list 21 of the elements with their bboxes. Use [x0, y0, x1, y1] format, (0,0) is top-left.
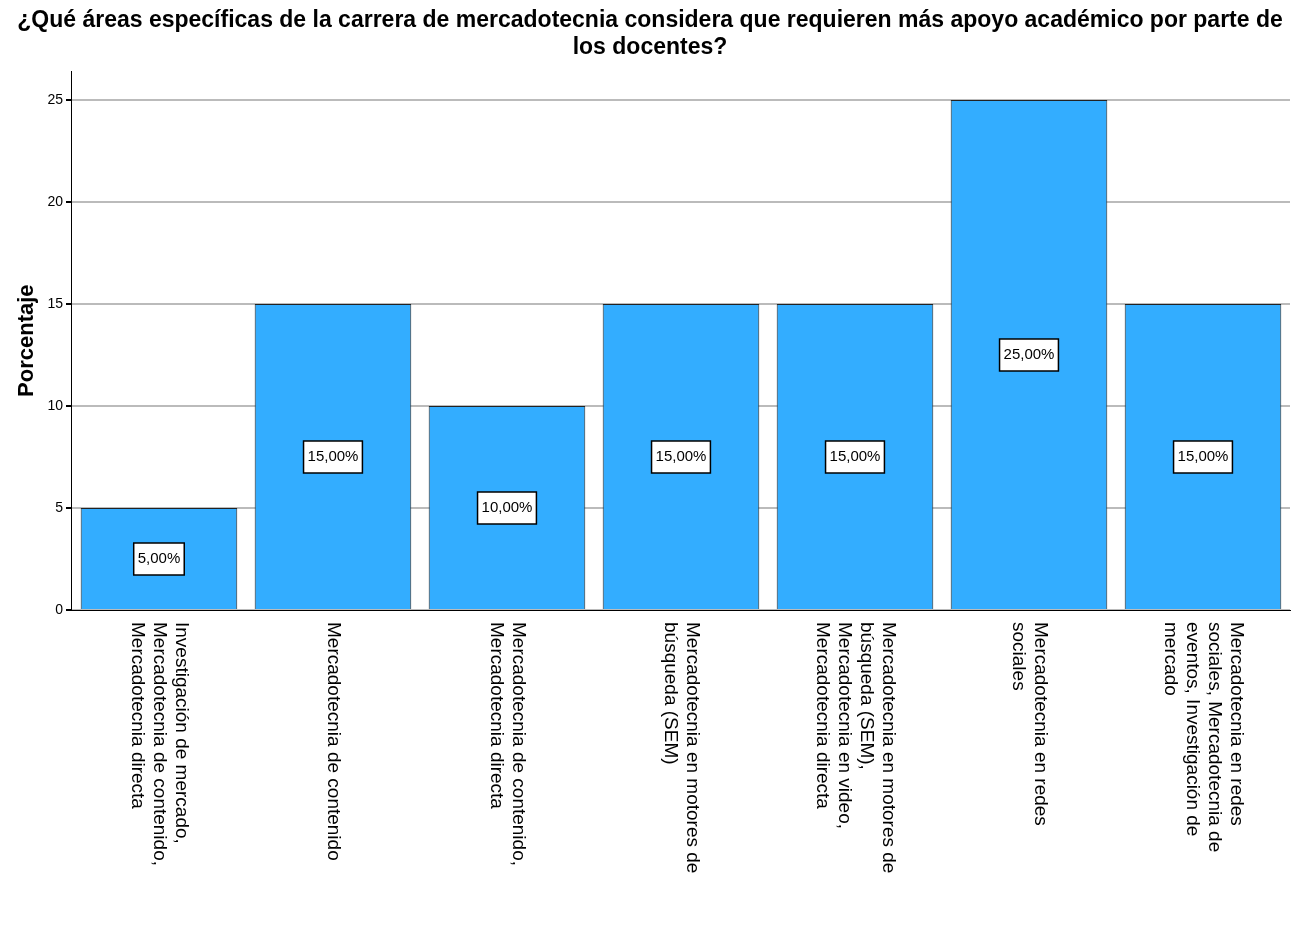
data-label: 15,00%	[1177, 447, 1229, 465]
data-label: 25,00%	[1003, 345, 1055, 363]
x-tick-label: Investigación de mercado, Mercadotecnia de contenido, Mercadotecnia directa	[127, 622, 193, 866]
y-tick-label: 0	[55, 600, 64, 617]
y-tick-label: 15	[47, 294, 64, 311]
y-axis-title: Porcentaje	[13, 284, 39, 397]
y-tick-label: 20	[47, 192, 64, 209]
data-label: 5,00%	[137, 549, 181, 567]
x-tick-label: Mercadotecnia en redes sociales	[1008, 622, 1052, 826]
y-tick-label: 25	[47, 90, 64, 107]
x-tick-label: Mercadotecnia de contenido	[323, 622, 345, 861]
chart-title: ¿Qué áreas específicas de la carrera de mercadotecnia considera que requieren más apoyo académico por parte de los docentes?	[16, 6, 1284, 60]
x-tick-label: Mercadotecnia de contenido, Mercadotecnia directa	[486, 622, 530, 866]
x-tick-label: Mercadotecnia en motores de búsqueda (SEM)	[660, 622, 704, 874]
data-label: 15,00%	[829, 447, 881, 465]
data-label: 15,00%	[307, 447, 359, 465]
data-label: 10,00%	[481, 498, 533, 516]
y-tick-label: 5	[55, 498, 64, 515]
x-tick-label: Mercadotecnia en redes sociales, Mercadotecnia de eventos, Investigación de mercado	[1160, 622, 1248, 853]
y-tick-label: 10	[47, 396, 64, 413]
data-label: 15,00%	[655, 447, 707, 465]
